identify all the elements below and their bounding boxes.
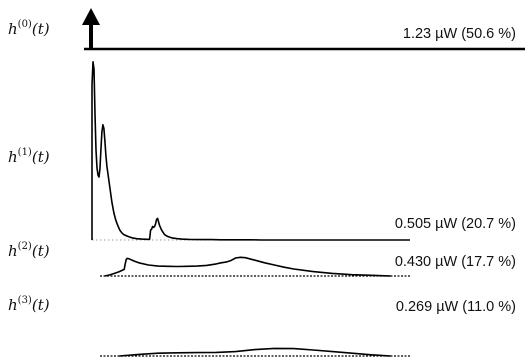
- impulse-arrow-head: [82, 8, 100, 25]
- row-h1: h(1)(t) 0.505 µW (20.7 %): [8, 62, 516, 240]
- power-label-h1: 0.505 µW (20.7 %): [395, 216, 516, 232]
- row-label-h3: h(3)(t): [8, 295, 50, 314]
- row-label-h0: h(0)(t): [8, 19, 50, 38]
- row-label-h2: h(2)(t): [8, 241, 50, 260]
- power-label-h2: 0.430 µW (17.7 %): [395, 254, 516, 270]
- row-h2: h(2)(t) 0.430 µW (17.7 %): [8, 241, 516, 276]
- series-line-h1: [92, 62, 410, 240]
- series-line-h2: [105, 257, 391, 276]
- power-label-h3: 0.269 µW (11.0 %): [396, 299, 516, 315]
- row-h0: h(0)(t) 1.23 µW (50.6 %): [8, 8, 525, 49]
- row-h3: h(3)(t) 0.269 µW (11.0 %): [8, 295, 516, 356]
- row-label-h1: h(1)(t): [8, 147, 50, 166]
- power-label-h0: 1.23 µW (50.6 %): [403, 26, 516, 42]
- series-line-h3: [119, 348, 390, 356]
